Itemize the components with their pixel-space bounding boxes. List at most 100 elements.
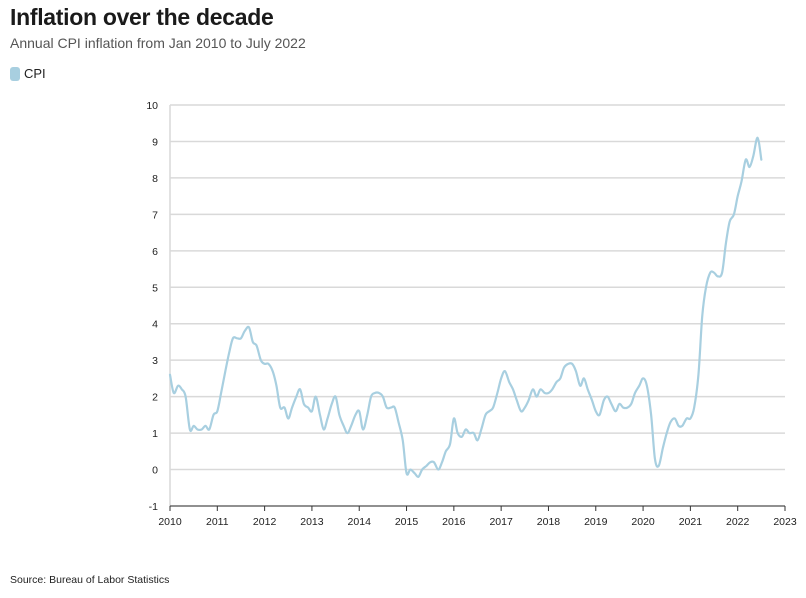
data-point <box>167 372 173 378</box>
data-point <box>605 394 611 400</box>
series-line-cpi <box>168 136 763 478</box>
x-tick-label-2019: 2019 <box>584 516 608 528</box>
data-point <box>297 386 303 392</box>
data-point <box>206 426 212 432</box>
data-point <box>522 405 528 411</box>
chart-subtitle: Annual CPI inflation from Jan 2010 to Ju… <box>10 35 306 51</box>
data-point <box>644 383 650 389</box>
data-point <box>317 412 323 418</box>
x-tick-label-2014: 2014 <box>348 516 372 528</box>
data-point <box>648 412 654 418</box>
data-point <box>747 164 753 170</box>
data-point <box>506 379 512 385</box>
data-point <box>660 445 666 451</box>
data-point <box>510 386 516 392</box>
y-tick-label-5: 5 <box>152 282 158 294</box>
y-axis-ticks: -1 0 1 2 3 4 5 6 7 8 9 10 <box>146 100 158 513</box>
data-point <box>738 179 744 185</box>
y-tick-label-4: 4 <box>152 319 158 331</box>
x-tick-label-2021: 2021 <box>679 516 703 528</box>
data-point <box>273 383 279 389</box>
data-point <box>348 423 354 429</box>
data-point <box>336 412 342 418</box>
data-point <box>723 241 729 247</box>
data-point <box>238 335 244 341</box>
data-point <box>758 157 764 163</box>
data-point <box>727 219 733 225</box>
data-point <box>356 408 362 414</box>
data-point <box>329 401 335 407</box>
data-point <box>502 368 508 374</box>
data-point <box>443 448 449 454</box>
x-axis-ticks: 2010 2011 2012 2013 2014 2015 2016 2017 2018 2019… <box>158 506 797 528</box>
data-point <box>293 394 299 400</box>
data-point <box>435 467 441 473</box>
data-point <box>750 153 756 159</box>
data-point <box>640 375 646 381</box>
data-point <box>699 313 705 319</box>
data-point <box>475 437 481 443</box>
x-tick-label-2016: 2016 <box>442 516 466 528</box>
data-point <box>325 416 331 422</box>
axes <box>169 105 785 507</box>
data-point <box>534 394 540 400</box>
data-point <box>431 459 437 465</box>
data-point <box>585 386 591 392</box>
data-point <box>490 405 496 411</box>
grid-lines <box>170 104 785 507</box>
legend-label-cpi: CPI <box>24 66 46 81</box>
y-tick-label-9: 9 <box>152 136 158 148</box>
data-point <box>218 390 224 396</box>
data-point <box>309 408 315 414</box>
data-point <box>313 394 319 400</box>
data-point <box>478 426 484 432</box>
y-tick-label-1: 1 <box>152 428 158 440</box>
data-point <box>341 423 347 429</box>
data-point <box>281 405 287 411</box>
data-point <box>396 419 402 425</box>
data-point <box>691 405 697 411</box>
data-point <box>569 361 575 367</box>
data-point <box>731 211 737 217</box>
data-point <box>573 368 579 374</box>
y-tick-label-7: 7 <box>152 209 158 221</box>
data-point <box>652 456 658 462</box>
data-point <box>589 397 595 403</box>
x-tick-label-2017: 2017 <box>489 516 513 528</box>
data-point <box>415 474 421 480</box>
data-point <box>719 270 725 276</box>
data-point <box>364 412 370 418</box>
data-point <box>608 401 614 407</box>
y-tick-label-8: 8 <box>152 173 158 185</box>
data-point <box>360 426 366 432</box>
x-tick-label-2023: 2023 <box>773 516 797 528</box>
y-tick-label-2: 2 <box>152 392 158 404</box>
data-point <box>735 193 741 199</box>
data-point <box>447 441 453 447</box>
data-point <box>494 390 500 396</box>
data-point <box>265 361 271 367</box>
data-point <box>400 437 406 443</box>
data-point <box>636 383 642 389</box>
x-tick-label-2013: 2013 <box>300 516 324 528</box>
data-point <box>459 434 465 440</box>
data-point <box>226 350 232 356</box>
data-point <box>254 343 260 349</box>
y-tick-label-6: 6 <box>152 246 158 258</box>
data-point <box>344 430 350 436</box>
data-point <box>628 401 634 407</box>
y-tick-label-10: 10 <box>146 100 158 112</box>
y-tick-label-3: 3 <box>152 355 158 367</box>
data-point <box>695 372 701 378</box>
data-point <box>183 394 189 400</box>
x-tick-label-2018: 2018 <box>537 516 561 528</box>
data-point <box>439 459 445 465</box>
data-point <box>656 463 662 469</box>
data-point <box>679 423 685 429</box>
data-point <box>664 430 670 436</box>
y-tick-label--1: -1 <box>149 501 158 513</box>
data-point <box>597 412 603 418</box>
chart-legend[interactable]: CPI <box>10 66 46 81</box>
data-point <box>321 426 327 432</box>
data-point <box>380 394 386 400</box>
